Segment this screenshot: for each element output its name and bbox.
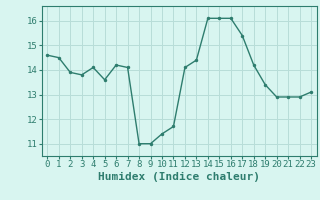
X-axis label: Humidex (Indice chaleur): Humidex (Indice chaleur) [98,172,260,182]
